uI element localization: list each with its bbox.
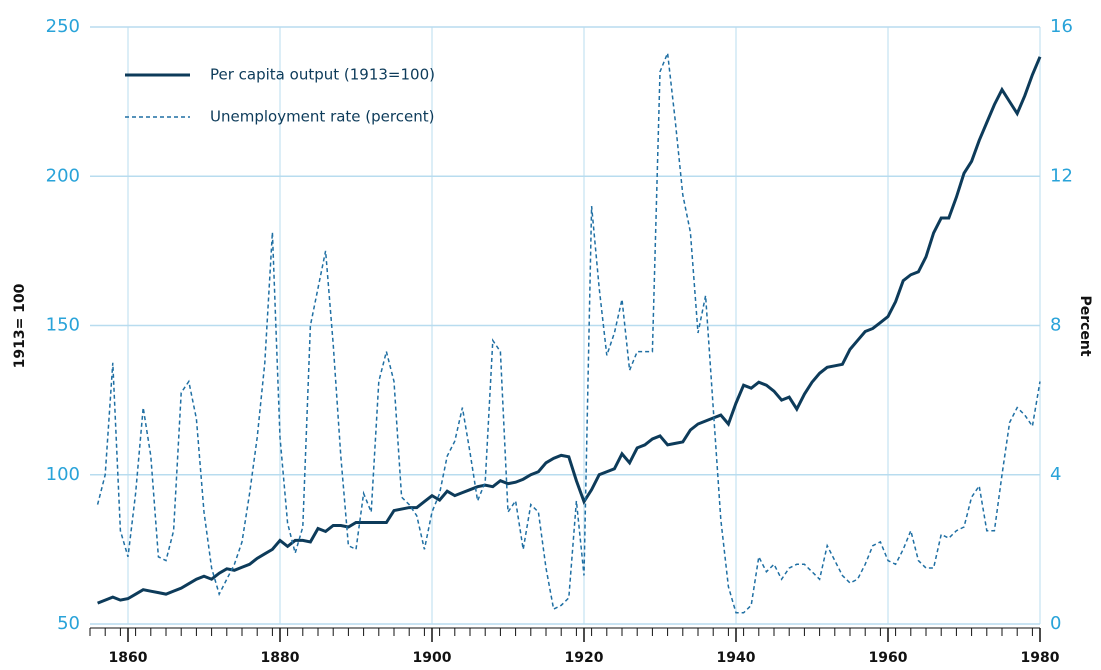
legend-label: Per capita output (1913=100) <box>210 66 435 84</box>
y-tick-label: 150 <box>46 315 80 336</box>
x-tick-label: 1920 <box>565 650 604 666</box>
y2-tick-label: 4 <box>1050 464 1061 485</box>
dashed-line <box>96 52 1041 614</box>
y2-axis-label: Percent <box>1077 295 1093 356</box>
x-tick-label: 1980 <box>1021 650 1060 666</box>
y-tick-label: 200 <box>46 165 80 186</box>
x-tick-label: 1940 <box>717 650 756 666</box>
x-tick-label: 1960 <box>869 650 908 666</box>
x-tick-label: 1900 <box>413 650 452 666</box>
x-tick-label: 1880 <box>261 650 300 666</box>
line <box>97 56 1042 605</box>
y-tick-label: 100 <box>46 464 80 485</box>
y-axis-label: 1913= 100 <box>12 283 28 368</box>
legend-label: Unemployment rate (percent) <box>210 108 434 126</box>
y-tick-label: 250 <box>46 16 80 37</box>
y-tick-label: 50 <box>57 613 80 634</box>
y2-tick-label: 16 <box>1050 16 1073 37</box>
y2-tick-label: 12 <box>1050 165 1073 186</box>
y2-tick-label: 8 <box>1050 315 1061 336</box>
y2-tick-label: 0 <box>1050 613 1061 634</box>
x-tick-label: 1860 <box>109 650 148 666</box>
